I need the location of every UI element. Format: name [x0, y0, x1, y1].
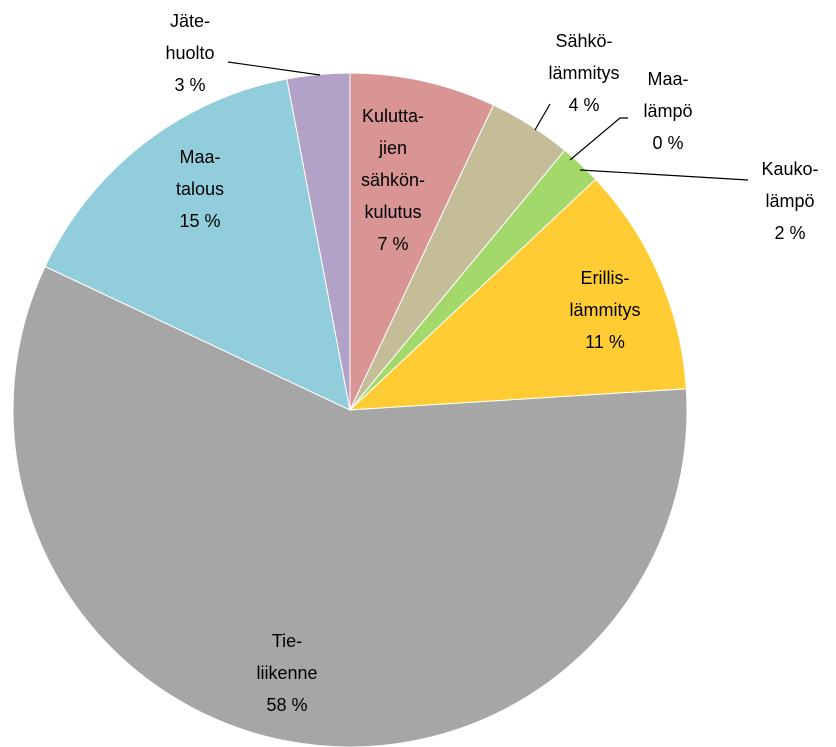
category-label: Sähkö-lämmitys — [549, 31, 620, 83]
label-line: Jäte- — [170, 11, 210, 31]
value-label: 58 % — [266, 695, 307, 715]
leader-line — [579, 169, 749, 181]
label-line: Tie- — [272, 631, 302, 651]
leader-line — [569, 117, 628, 161]
leader-line — [534, 103, 551, 131]
label-line: jien — [378, 138, 407, 158]
category-label: Maa-talous — [176, 147, 224, 199]
pie-slice — [349, 72, 495, 411]
category-label: Kauko-lämpö — [761, 159, 818, 211]
value-label: 15 % — [179, 211, 220, 231]
value-label: 2 % — [774, 223, 805, 243]
value-label: 0 % — [652, 133, 683, 153]
label-line: Maa- — [179, 147, 220, 167]
label-line: Erillis- — [581, 268, 630, 288]
label-line: Kulutta- — [362, 106, 424, 126]
label-line: kulutus — [364, 202, 421, 222]
pie-slice — [348, 178, 687, 411]
label-line: liikenne — [256, 663, 317, 683]
value-label: 4 % — [568, 95, 599, 115]
label-line: huolto — [165, 43, 214, 63]
category-label: Erillis-lämmitys — [570, 268, 641, 320]
label-line: Sähkö- — [555, 31, 612, 51]
pie-slice — [44, 78, 351, 411]
value-label: 3 % — [174, 75, 205, 95]
label-line: lämpö — [643, 101, 692, 121]
category-label: Tie-liikenne — [256, 631, 317, 683]
label-line: lämpö — [765, 191, 814, 211]
leader-line — [227, 61, 321, 76]
leader-lines — [227, 61, 749, 181]
pie-slice — [12, 265, 688, 747]
label-line: Maa- — [647, 69, 688, 89]
label-line: lämmitys — [570, 300, 641, 320]
label-line: lämmitys — [549, 63, 620, 83]
category-label: Jäte-huolto — [165, 11, 214, 63]
value-label: 11 % — [585, 332, 625, 352]
label-line: Kauko- — [761, 159, 818, 179]
value-label: 7 % — [377, 234, 408, 254]
category-label: Kulutta-jien sähkön-kulutus — [361, 106, 425, 222]
label-line: sähkön- — [361, 170, 425, 190]
label-line: talous — [176, 179, 224, 199]
category-label: Maa-lämpö — [643, 69, 692, 121]
slices — [12, 72, 688, 747]
